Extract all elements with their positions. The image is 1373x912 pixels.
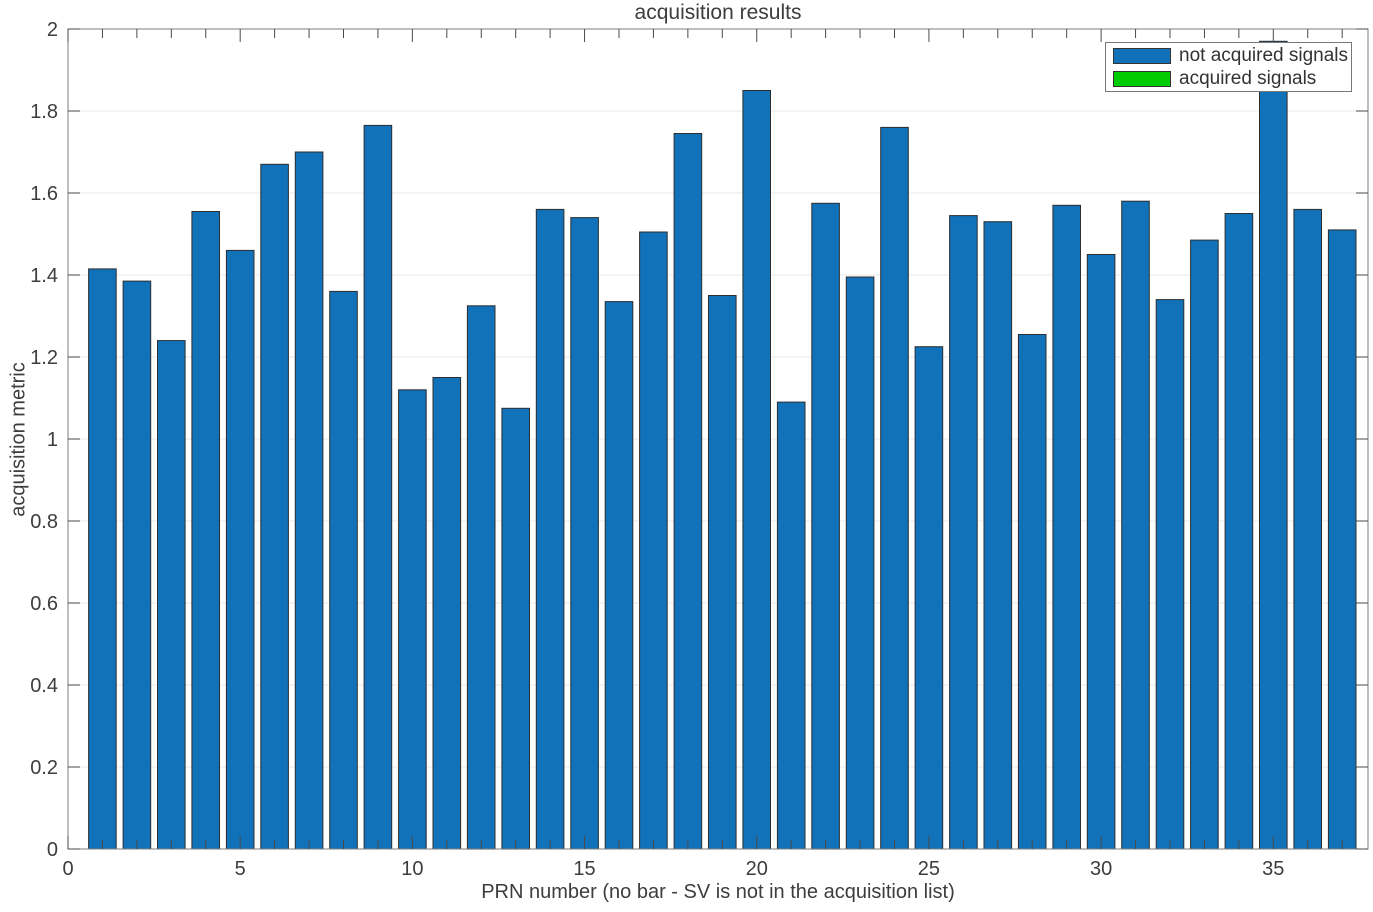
x-tick-label: 35 xyxy=(1262,858,1284,880)
bar-prn-12 xyxy=(466,305,496,850)
bar-prn-23 xyxy=(845,276,875,850)
y-tick-label: 0.2 xyxy=(30,757,58,779)
bar-prn-27 xyxy=(983,221,1013,850)
bar-prn-5 xyxy=(225,249,255,850)
x-tick-label: 5 xyxy=(235,858,246,880)
y-tick-label: 0 xyxy=(47,839,58,861)
bar-prn-29 xyxy=(1052,204,1082,850)
bar-prn-15 xyxy=(570,217,599,850)
bar-prn-32 xyxy=(1155,299,1185,850)
x-tick-label: 20 xyxy=(746,858,768,880)
legend-swatch-acquired xyxy=(1113,70,1171,87)
bar-prn-20 xyxy=(742,90,772,850)
bar-prn-35 xyxy=(1259,40,1288,850)
legend-label-not-acquired: not acquired signals xyxy=(1179,45,1348,66)
bar-prn-8 xyxy=(329,290,358,850)
bar-prn-13 xyxy=(501,407,530,850)
bar-prn-25 xyxy=(914,346,944,850)
y-tick-label: 1.6 xyxy=(30,183,58,205)
legend-item-not-acquired: not acquired signals xyxy=(1106,45,1351,66)
bar-prn-14 xyxy=(535,208,565,850)
bar-prn-1 xyxy=(88,268,117,850)
legend-item-acquired: acquired signals xyxy=(1106,68,1351,89)
chart-title: acquisition results xyxy=(634,1,802,24)
bar-prn-17 xyxy=(639,231,668,850)
y-tick-label: 0.4 xyxy=(30,675,58,697)
bar-prn-11 xyxy=(432,377,462,850)
x-tick-label: 30 xyxy=(1090,858,1112,880)
bar-prn-9 xyxy=(363,124,393,850)
y-tick-label: 1.4 xyxy=(30,265,58,287)
x-tick-label: 15 xyxy=(573,858,595,880)
bar-prn-4 xyxy=(191,211,220,850)
y-tick-label: 1 xyxy=(47,429,58,451)
bar-prn-22 xyxy=(811,202,840,850)
y-tick-label: 2 xyxy=(47,19,58,41)
bar-prn-28 xyxy=(1017,334,1047,850)
legend-swatch-not-acquired xyxy=(1113,47,1171,64)
y-tick-label: 1.2 xyxy=(30,347,58,369)
bar-prn-2 xyxy=(122,280,152,850)
bar-prn-10 xyxy=(398,389,427,850)
x-tick-label: 0 xyxy=(62,858,73,880)
bar-prn-19 xyxy=(708,295,737,850)
bar-prn-30 xyxy=(1086,254,1116,850)
y-tick-label: 1.8 xyxy=(30,101,58,123)
x-axis-label: PRN number (no bar - SV is not in the ac… xyxy=(481,881,955,903)
legend-label-acquired: acquired signals xyxy=(1179,68,1317,89)
bar-prn-26 xyxy=(949,215,978,850)
bar-prn-34 xyxy=(1224,213,1254,850)
bar-prn-18 xyxy=(673,133,703,850)
y-tick-label: 0.8 xyxy=(30,511,58,533)
bar-prn-33 xyxy=(1190,239,1219,850)
x-tick-label: 25 xyxy=(918,858,940,880)
y-tick-label: 0.6 xyxy=(30,593,58,615)
bar-prn-6 xyxy=(260,163,289,850)
bar-prn-31 xyxy=(1121,200,1150,850)
bar-prn-7 xyxy=(294,151,324,850)
bar-prn-24 xyxy=(880,126,909,850)
bar-prn-21 xyxy=(776,401,806,850)
bar-prn-3 xyxy=(157,340,186,850)
bar-prn-36 xyxy=(1293,208,1323,850)
bar-prn-37 xyxy=(1327,229,1357,850)
x-tick-label: 10 xyxy=(401,858,423,880)
bar-prn-16 xyxy=(604,301,634,850)
legend: not acquired signals acquired signals xyxy=(1105,42,1352,92)
